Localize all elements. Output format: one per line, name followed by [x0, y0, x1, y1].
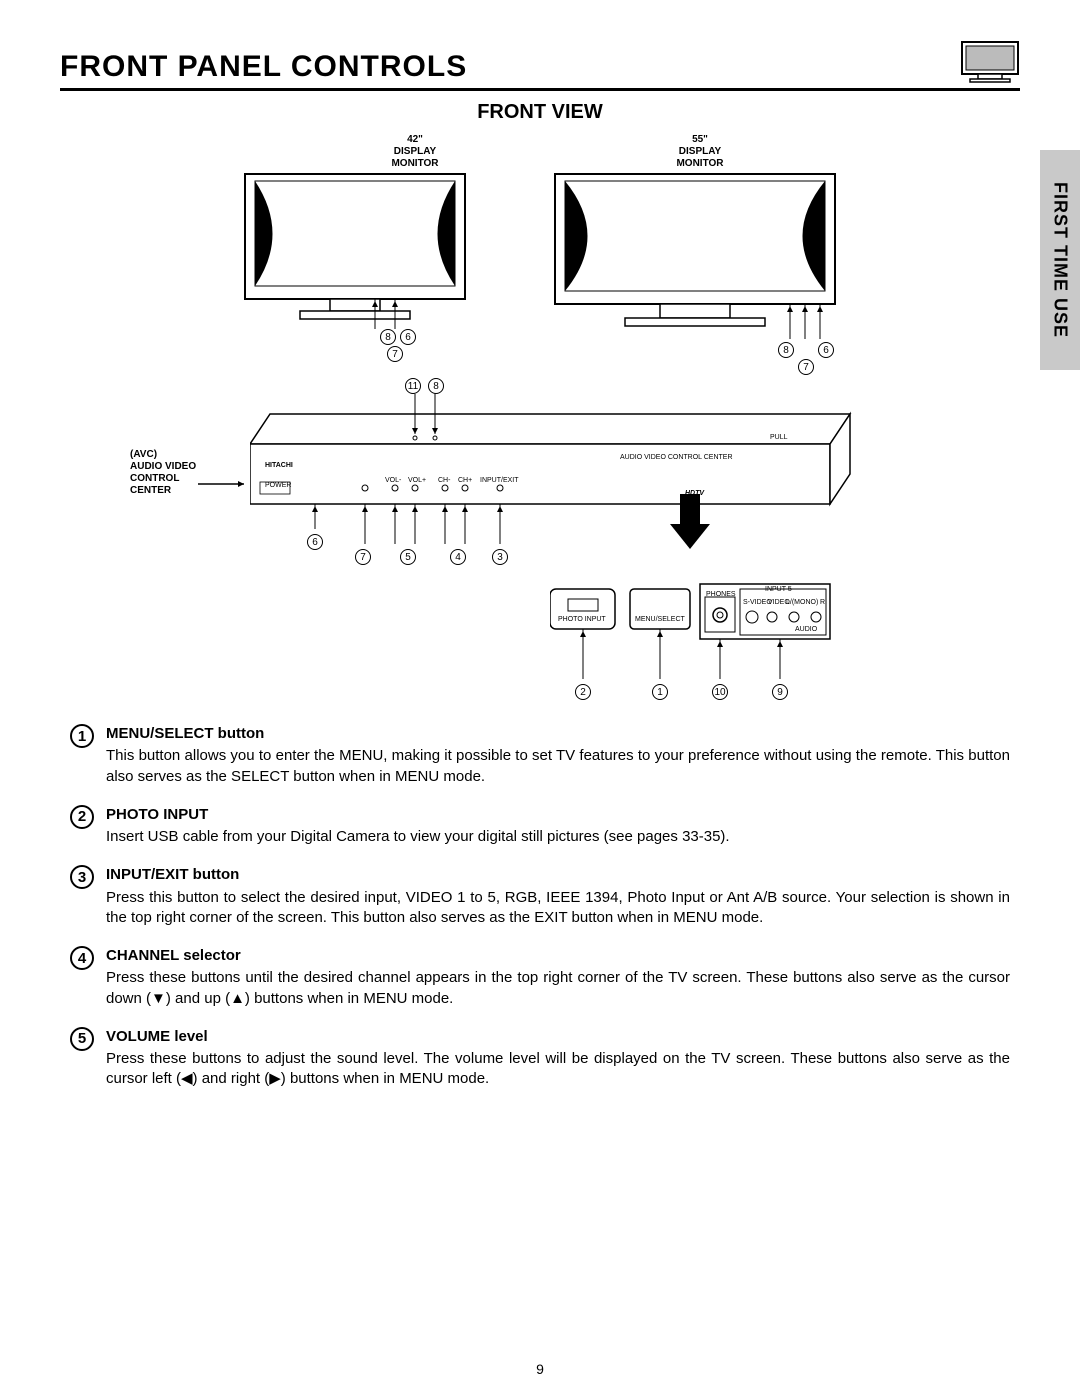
label-ch-minus: CH-: [438, 477, 450, 484]
callout-7a: 7: [387, 346, 403, 362]
callout-4: 4: [450, 549, 466, 565]
item-4: 4 CHANNEL selector Press these buttons u…: [70, 946, 1010, 1009]
callout-8b: 8: [778, 342, 794, 358]
item-number: 2: [70, 805, 94, 829]
item-number: 4: [70, 946, 94, 970]
item-title: MENU/SELECT button: [106, 724, 1010, 744]
callout-10: 10: [712, 684, 728, 700]
item-2: 2 PHOTO INPUT Insert USB cable from your…: [70, 805, 1010, 848]
label-42-monitor: 42"DISPLAYMONITOR: [375, 134, 455, 170]
item-title: CHANNEL selector: [106, 946, 1010, 966]
label-power: POWER: [265, 482, 291, 489]
callout-8a: 8: [380, 329, 396, 345]
callout-7c: 7: [355, 549, 371, 565]
label-menu-select: MENU/SELECT: [635, 616, 685, 623]
label-brand: HITACHI: [265, 462, 293, 469]
label-phones: PHONES: [706, 591, 736, 598]
label-input5: INPUT 5: [765, 586, 792, 593]
item-desc: This button allows you to enter the MENU…: [106, 747, 1010, 784]
page-title: FRONT PANEL CONTROLS: [60, 50, 467, 84]
callout-5: 5: [400, 549, 416, 565]
item-desc: Insert USB cable from your Digital Camer…: [106, 828, 730, 845]
item-1: 1 MENU/SELECT button This button allows …: [70, 724, 1010, 787]
callout-2: 2: [575, 684, 591, 700]
tv-icon: [960, 40, 1020, 84]
callout-8c: 8: [428, 378, 444, 394]
callout-1: 1: [652, 684, 668, 700]
control-descriptions: 1 MENU/SELECT button This button allows …: [60, 724, 1020, 1090]
item-number: 5: [70, 1027, 94, 1051]
section-tab-label: FIRST TIME USE: [1050, 182, 1071, 338]
label-avc-center: AUDIO VIDEO CONTROL CENTER: [620, 454, 733, 461]
callout-6a: 6: [400, 329, 416, 345]
callout-6b: 6: [818, 342, 834, 358]
callout-3: 3: [492, 549, 508, 565]
label-audio: AUDIO: [795, 626, 817, 633]
page-number: 9: [0, 1361, 1080, 1377]
item-5: 5 VOLUME level Press these buttons to ad…: [70, 1027, 1010, 1090]
label-hdtv: HDTV: [685, 490, 704, 497]
item-number: 1: [70, 724, 94, 748]
label-lrmono: L/(MONO): [786, 599, 818, 606]
item-title: PHOTO INPUT: [106, 805, 1010, 825]
label-audio-r: R: [820, 599, 825, 606]
item-desc: Press this button to select the desired …: [106, 889, 1010, 926]
front-view-diagram: 42"DISPLAYMONITOR 55"DISPLAYMONITOR 8 6 …: [130, 134, 950, 704]
label-pull: PULL: [770, 434, 788, 441]
label-55-monitor: 55"DISPLAYMONITOR: [660, 134, 740, 170]
callout-9: 9: [772, 684, 788, 700]
item-desc: Press these buttons until the desired ch…: [106, 969, 1010, 1006]
item-title: INPUT/EXIT button: [106, 865, 1010, 885]
callout-11: 11: [405, 378, 421, 394]
label-ch-plus: CH+: [458, 477, 472, 484]
subtitle: FRONT VIEW: [60, 101, 1020, 124]
callout-6c: 6: [307, 534, 323, 550]
label-photo-input: PHOTO INPUT: [558, 616, 606, 623]
label-vol-plus: VOL+: [408, 477, 426, 484]
label-input-exit: INPUT/EXIT: [480, 477, 519, 484]
callout-7b: 7: [798, 359, 814, 375]
item-3: 3 INPUT/EXIT button Press this button to…: [70, 865, 1010, 928]
item-title: VOLUME level: [106, 1027, 1010, 1047]
section-tab: FIRST TIME USE: [1040, 150, 1080, 370]
label-vol-minus: VOL-: [385, 477, 401, 484]
label-avc: (AVC)AUDIO VIDEOCONTROLCENTER: [130, 449, 196, 497]
item-number: 3: [70, 865, 94, 889]
item-desc: Press these buttons to adjust the sound …: [106, 1050, 1010, 1087]
